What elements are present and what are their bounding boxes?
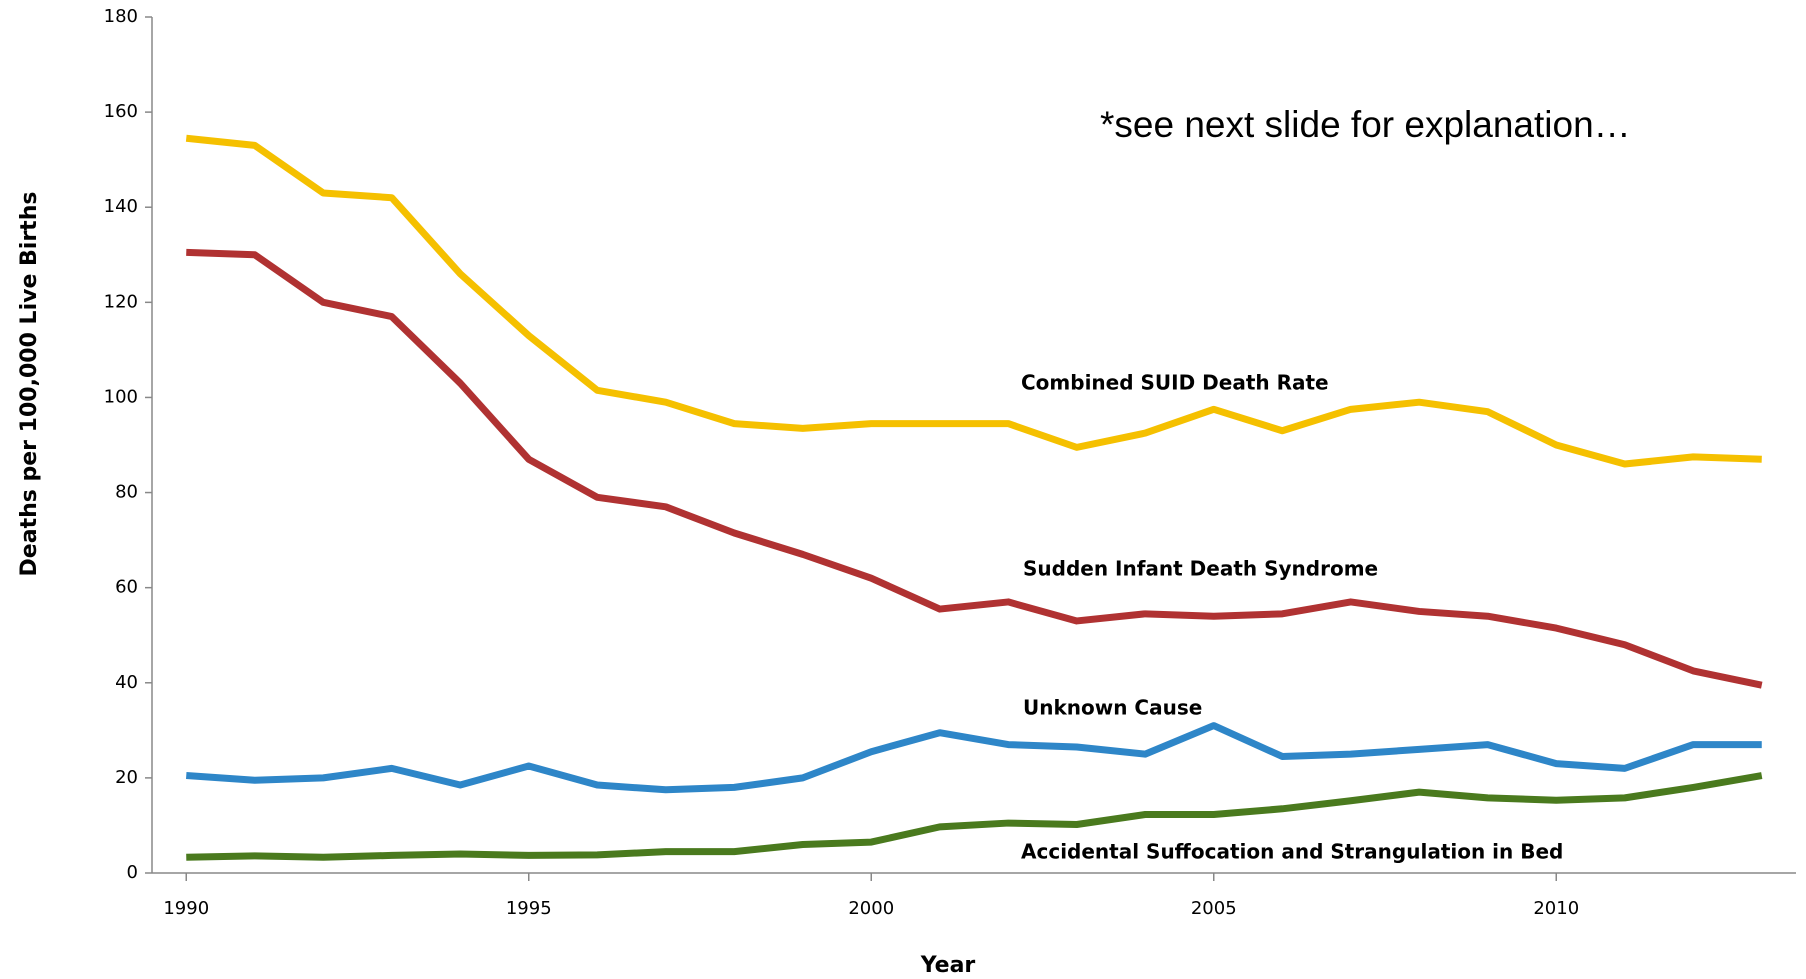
x-tick-label: 2010 — [1533, 898, 1579, 919]
x-tick-label: 2000 — [848, 898, 894, 919]
y-tick-label: 20 — [115, 767, 138, 788]
series-label: Accidental Suffocation and Strangulation… — [1021, 840, 1563, 864]
y-tick-label: 160 — [104, 101, 138, 122]
y-tick-label: 180 — [104, 6, 138, 27]
y-tick-label: 60 — [115, 577, 138, 598]
y-axis-title: Deaths per 100,000 Live Births — [17, 192, 42, 577]
y-tick-label: 80 — [115, 482, 138, 503]
y-tick-label: 0 — [127, 862, 138, 883]
x-tick-label: 1995 — [506, 898, 552, 919]
annotation: *see next slide for explanation… — [1100, 104, 1631, 145]
series-line — [186, 772, 1763, 861]
series-label: Sudden Infant Death Syndrome — [1023, 557, 1378, 581]
series-label: Unknown Cause — [1023, 696, 1202, 720]
y-tick-label: 120 — [104, 291, 138, 312]
x-tick-label: 2005 — [1191, 898, 1237, 919]
series-line — [185, 134, 1762, 468]
y-tick-label: 140 — [104, 196, 138, 217]
x-tick-label: 1990 — [163, 898, 209, 919]
series-line — [186, 248, 1763, 689]
x-axis-title: Year — [920, 953, 976, 978]
series-label: Combined SUID Death Rate — [1021, 371, 1329, 395]
y-tick-label: 100 — [104, 386, 138, 407]
y-tick-label: 40 — [115, 672, 138, 693]
series-line — [186, 722, 1762, 794]
